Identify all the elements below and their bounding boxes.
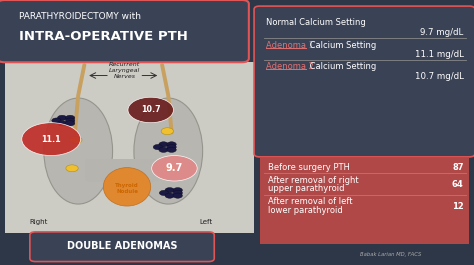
Text: DOUBLE ADENOMAS: DOUBLE ADENOMAS <box>67 241 178 251</box>
Text: lower parathyroid: lower parathyroid <box>268 206 343 215</box>
Text: 12: 12 <box>452 202 464 211</box>
FancyBboxPatch shape <box>260 158 469 244</box>
Text: 10.7: 10.7 <box>141 105 161 114</box>
Circle shape <box>165 193 174 198</box>
Text: Left: Left <box>200 219 213 225</box>
Circle shape <box>57 121 67 126</box>
Circle shape <box>173 190 182 196</box>
Ellipse shape <box>103 168 151 206</box>
Circle shape <box>57 115 67 121</box>
Text: After removal of right: After removal of right <box>268 176 358 185</box>
Ellipse shape <box>134 98 202 204</box>
Text: 11.1 mg/dL: 11.1 mg/dL <box>415 50 464 59</box>
Text: Recurrent
Laryngeal
Nerves: Recurrent Laryngeal Nerves <box>109 62 140 78</box>
Circle shape <box>153 144 163 150</box>
Circle shape <box>152 156 197 181</box>
Circle shape <box>159 147 168 152</box>
Text: Thyroid
Nodule: Thyroid Nodule <box>115 183 139 194</box>
FancyBboxPatch shape <box>5 62 254 233</box>
Text: INTRA-OPERATIVE PTH: INTRA-OPERATIVE PTH <box>19 30 188 43</box>
Text: Before surgery PTH: Before surgery PTH <box>268 163 350 172</box>
Circle shape <box>70 136 82 143</box>
Circle shape <box>165 188 174 193</box>
Circle shape <box>159 190 169 196</box>
Circle shape <box>164 165 176 172</box>
FancyBboxPatch shape <box>85 159 159 182</box>
Circle shape <box>167 142 176 147</box>
Text: Right: Right <box>30 219 48 225</box>
Circle shape <box>22 123 81 156</box>
Circle shape <box>65 121 75 126</box>
FancyBboxPatch shape <box>0 0 249 62</box>
Text: 11.1: 11.1 <box>41 135 61 144</box>
Circle shape <box>161 128 173 135</box>
Circle shape <box>65 118 75 123</box>
FancyBboxPatch shape <box>30 232 214 262</box>
Circle shape <box>173 188 182 193</box>
Text: Adenoma 2: Adenoma 2 <box>266 62 314 71</box>
FancyBboxPatch shape <box>254 6 474 157</box>
Text: 10.7 mg/dL: 10.7 mg/dL <box>415 72 464 81</box>
Text: Adenoma 1: Adenoma 1 <box>266 41 314 50</box>
Circle shape <box>66 165 78 172</box>
Text: Calcium Setting: Calcium Setting <box>307 41 376 50</box>
Ellipse shape <box>44 98 113 204</box>
Circle shape <box>167 144 176 150</box>
Text: After removal of left: After removal of left <box>268 197 352 206</box>
Text: 9.7 mg/dL: 9.7 mg/dL <box>420 28 464 37</box>
Circle shape <box>128 97 173 123</box>
Text: 64: 64 <box>452 180 464 189</box>
Text: 87: 87 <box>452 163 464 172</box>
Circle shape <box>173 193 182 198</box>
Circle shape <box>65 115 75 121</box>
Circle shape <box>159 142 168 147</box>
Text: Babak Larian MD, FACS: Babak Larian MD, FACS <box>360 253 422 257</box>
Text: 9.7: 9.7 <box>166 163 183 173</box>
Circle shape <box>167 147 176 152</box>
Text: Calcium Setting: Calcium Setting <box>307 62 376 71</box>
Circle shape <box>52 118 61 123</box>
Text: Normal Calcium Setting: Normal Calcium Setting <box>266 18 366 27</box>
Text: upper parathyroid: upper parathyroid <box>268 184 344 193</box>
Text: PARATHYROIDECTOMY with: PARATHYROIDECTOMY with <box>19 12 141 21</box>
